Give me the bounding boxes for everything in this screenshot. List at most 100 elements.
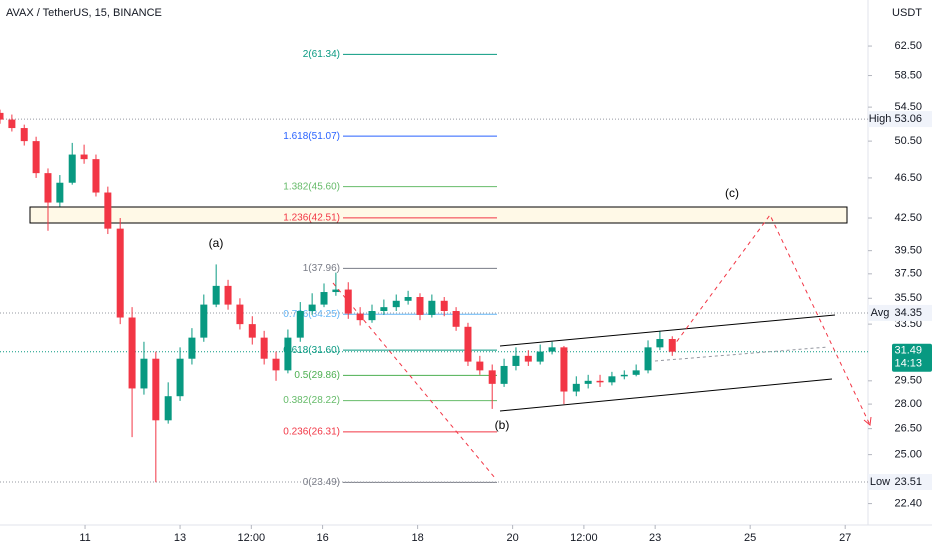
candle-body bbox=[116, 228, 124, 318]
candle-body bbox=[656, 339, 664, 348]
candle-body bbox=[380, 307, 388, 312]
level-name: Avg bbox=[871, 307, 890, 319]
candle-body bbox=[308, 304, 316, 312]
candle-body bbox=[212, 285, 220, 305]
candle-body bbox=[272, 358, 280, 371]
candle-body bbox=[404, 297, 412, 301]
candle-body bbox=[488, 370, 496, 384]
fib-trend bbox=[332, 282, 496, 479]
candle-body bbox=[572, 383, 580, 392]
fib-label: 0(23.49) bbox=[303, 477, 340, 488]
candle-body bbox=[296, 311, 304, 338]
candle-body bbox=[500, 365, 508, 384]
candle-body bbox=[416, 297, 424, 315]
x-tick-label: 18 bbox=[411, 532, 423, 544]
candle-body bbox=[356, 313, 364, 321]
y-tick-label: 54.50 bbox=[894, 101, 922, 113]
candle-body bbox=[536, 351, 544, 362]
candle-body bbox=[44, 173, 52, 203]
candle-body bbox=[320, 292, 328, 305]
y-tick-label: 58.50 bbox=[894, 69, 922, 81]
candle-body bbox=[332, 289, 340, 293]
last-price: 31.49 bbox=[894, 345, 922, 357]
candle-body bbox=[188, 337, 196, 359]
level-value: 23.51 bbox=[894, 476, 922, 488]
candle-body bbox=[80, 154, 88, 160]
y-tick-label: 42.50 bbox=[894, 212, 922, 224]
x-tick-label: 12:00 bbox=[570, 532, 598, 544]
wave-label: (b) bbox=[495, 418, 510, 432]
level-name: Low bbox=[870, 476, 890, 488]
candle-body bbox=[140, 358, 148, 389]
level-value-box bbox=[892, 111, 932, 128]
level-value: 53.06 bbox=[894, 113, 922, 125]
y-tick-label: 33.50 bbox=[894, 318, 922, 330]
candle-body bbox=[464, 326, 472, 362]
overlay bbox=[332, 214, 872, 479]
candle-body bbox=[440, 300, 448, 312]
candle-body bbox=[56, 182, 64, 203]
candle-body bbox=[512, 355, 520, 366]
candle-body bbox=[200, 304, 208, 338]
level-name: High bbox=[869, 113, 892, 125]
level-value-box bbox=[892, 304, 932, 321]
candle-body bbox=[248, 324, 256, 338]
candle-body bbox=[92, 159, 100, 193]
y-tick-label: 29.50 bbox=[894, 375, 922, 387]
level-name-box bbox=[868, 474, 892, 491]
candle-body bbox=[260, 337, 268, 359]
y-tick-label: 39.50 bbox=[894, 245, 922, 257]
fib-label: 0.382(28.22) bbox=[283, 395, 340, 406]
candle-body bbox=[20, 128, 28, 142]
fib-label: 1.618(51.07) bbox=[283, 131, 340, 142]
y-tick-label: 35.50 bbox=[894, 292, 922, 304]
fib-label: 1(37.96) bbox=[303, 263, 340, 274]
candle-body bbox=[152, 358, 160, 421]
y-tick-label: 37.50 bbox=[894, 268, 922, 280]
y-tick-label: 22.40 bbox=[894, 497, 922, 509]
countdown: 14:13 bbox=[894, 358, 922, 370]
y-tick-label: 62.50 bbox=[894, 40, 922, 52]
candle-body bbox=[452, 311, 460, 327]
fib-label: 0.5(29.86) bbox=[294, 370, 340, 381]
channel-upper bbox=[499, 314, 836, 347]
y-tick-label: 46.50 bbox=[894, 172, 922, 184]
level-value-box bbox=[892, 474, 932, 491]
x-tick-label: 20 bbox=[507, 532, 519, 544]
wave-label: (a) bbox=[209, 236, 224, 250]
level-name-box bbox=[868, 304, 892, 321]
candle-body bbox=[176, 358, 184, 397]
x-tick-label: 11 bbox=[79, 532, 90, 544]
wave-label: (c) bbox=[725, 186, 739, 200]
x-tick-label: 16 bbox=[316, 532, 328, 544]
candle-body bbox=[476, 361, 484, 371]
projected-path bbox=[671, 214, 871, 426]
candle-body bbox=[596, 380, 604, 383]
candle-body bbox=[392, 300, 400, 308]
candle-body bbox=[236, 304, 244, 325]
candle-body bbox=[428, 300, 436, 315]
level-value: 34.35 bbox=[894, 307, 922, 319]
y-tick-label: 26.50 bbox=[894, 423, 922, 435]
candle-body bbox=[32, 141, 40, 174]
x-tick-label: 13 bbox=[174, 532, 186, 544]
candle-body bbox=[368, 311, 376, 321]
candle-body bbox=[560, 347, 568, 392]
candle-body bbox=[224, 285, 232, 305]
candle-body bbox=[584, 380, 592, 384]
candle-body bbox=[8, 119, 16, 129]
fib-label: 1.382(45.60) bbox=[283, 181, 340, 192]
candle-body bbox=[632, 370, 640, 375]
fib-label: 0.618(31.60) bbox=[283, 345, 340, 356]
y-tick-label: 50.50 bbox=[894, 135, 922, 147]
candle-body bbox=[608, 376, 616, 383]
y-tick-label: 25.00 bbox=[894, 449, 922, 461]
last-price-box bbox=[892, 343, 932, 372]
x-tick-label: 12:00 bbox=[238, 532, 266, 544]
candle-body bbox=[548, 347, 556, 352]
x-tick-label: 23 bbox=[649, 532, 661, 544]
y-tick-label: 28.00 bbox=[894, 398, 922, 410]
